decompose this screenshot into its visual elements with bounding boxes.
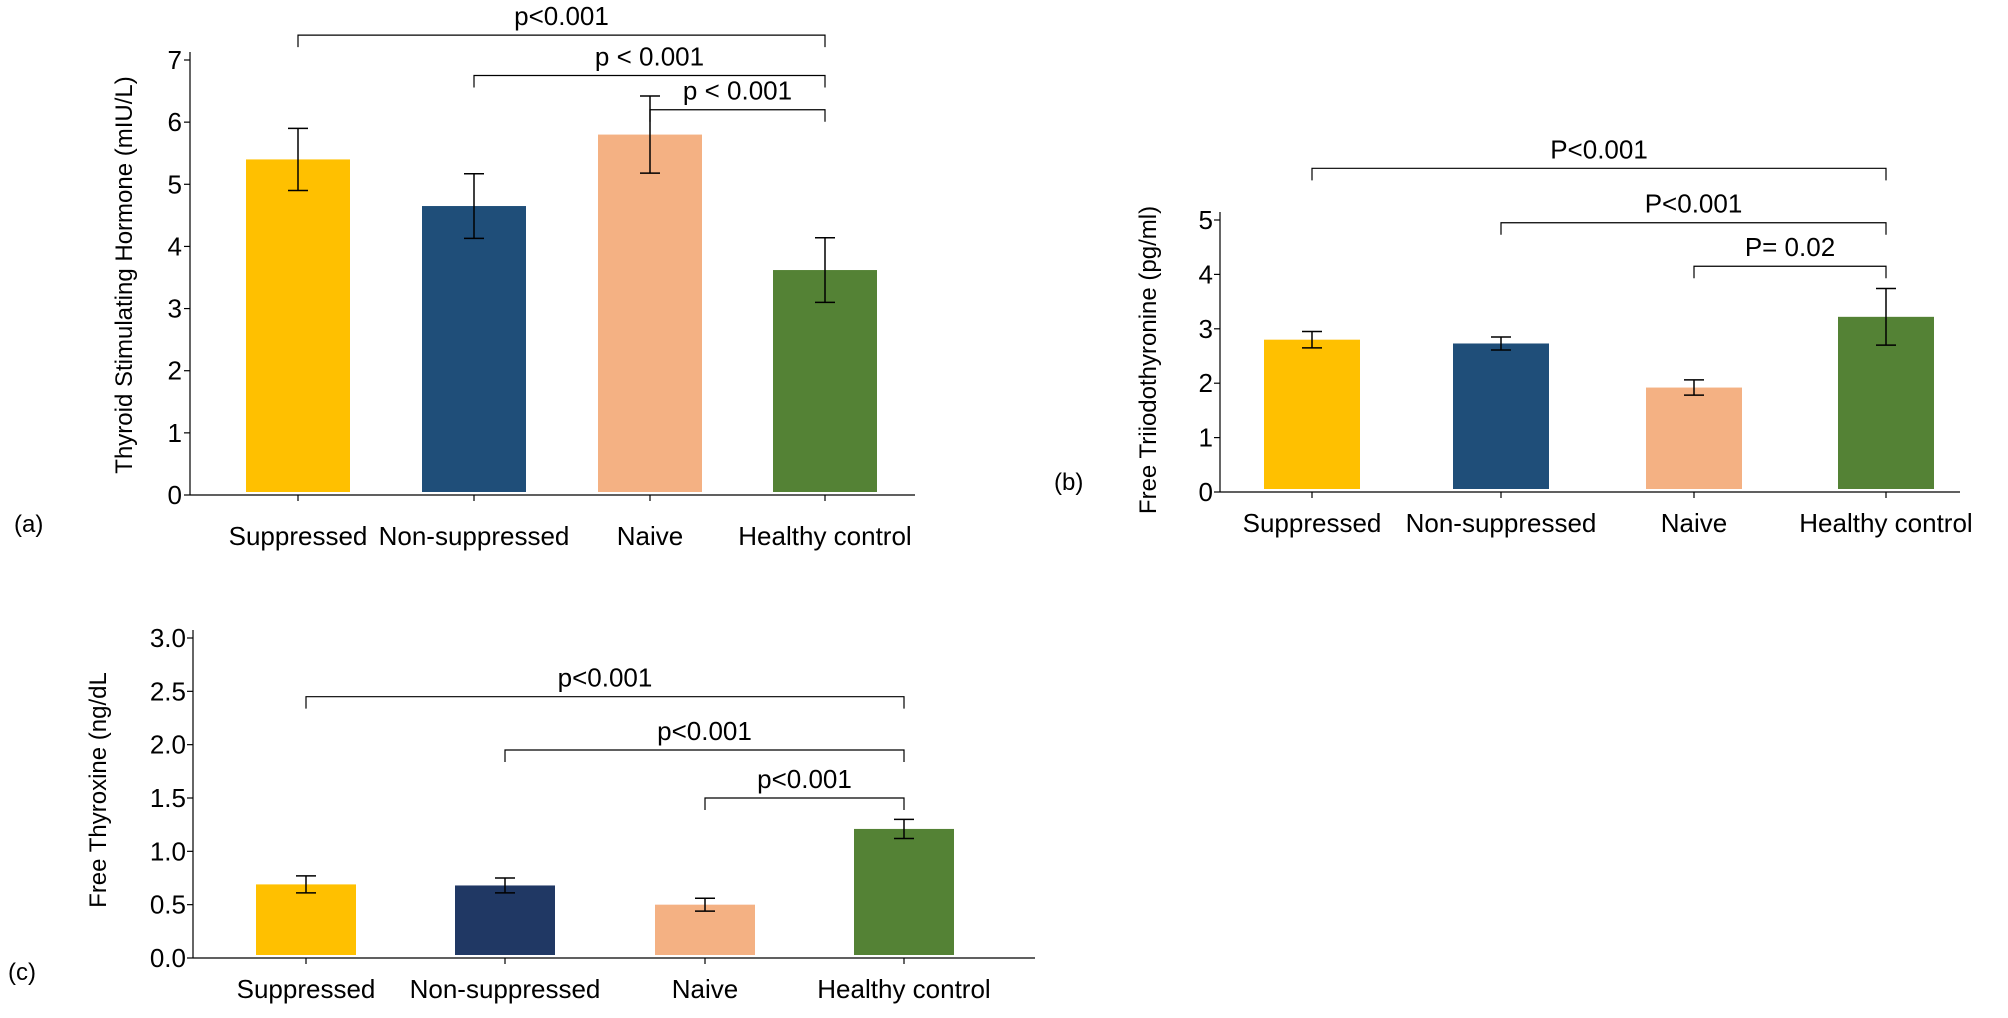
panel-tag: (a) bbox=[14, 511, 43, 538]
y-tick-label: 3 bbox=[1199, 314, 1213, 344]
panel-tag: (c) bbox=[8, 959, 36, 986]
significance-bracket bbox=[297, 34, 826, 48]
significance-bracket bbox=[1311, 167, 1887, 181]
y-tick-label: 1.0 bbox=[150, 836, 186, 866]
y-tick-label: 0 bbox=[168, 480, 182, 510]
significance-bracket bbox=[1693, 265, 1887, 279]
y-tick-label: 5 bbox=[168, 169, 182, 199]
y-tick-label: 2.0 bbox=[150, 730, 186, 760]
significance-label: P<0.001 bbox=[1645, 189, 1743, 219]
x-category-label: Suppressed bbox=[229, 521, 368, 551]
y-tick-label: 3.0 bbox=[150, 623, 186, 653]
significance-bracket bbox=[704, 797, 905, 810]
y-tick-label: 2 bbox=[168, 356, 182, 386]
significance-label: P<0.001 bbox=[1550, 134, 1648, 164]
x-category-label: Non-suppressed bbox=[1406, 508, 1597, 538]
y-tick-label: 4 bbox=[168, 231, 182, 261]
significance-bracket bbox=[305, 696, 905, 709]
y-tick-label: 1 bbox=[168, 418, 182, 448]
x-category-label: Suppressed bbox=[1243, 508, 1382, 538]
significance-bracket bbox=[1500, 222, 1887, 235]
x-category-label: Healthy control bbox=[738, 521, 911, 551]
x-category-label: Naive bbox=[672, 974, 738, 1004]
bar-healthy-control bbox=[854, 828, 954, 955]
y-tick-label: 1 bbox=[1199, 423, 1213, 453]
bar-non-suppressed bbox=[1453, 343, 1549, 489]
significance-label: p<0.001 bbox=[757, 764, 852, 794]
chart-panel-c: (c) Free Thyroxine (ng/dL 0.0 0.5 1.0 1.5 2.0 2… bbox=[8, 623, 1035, 1004]
y-tick-label: 0.5 bbox=[150, 890, 186, 920]
y-tick-label: 4 bbox=[1199, 259, 1213, 289]
panel-tag: (b) bbox=[1054, 469, 1083, 496]
x-category-label: Healthy control bbox=[817, 974, 990, 1004]
y-tick-label: 2.5 bbox=[150, 676, 186, 706]
y-tick-label: 1.5 bbox=[150, 783, 186, 813]
y-axis-title: Free Triiodothyronine (pg/ml) bbox=[1135, 206, 1162, 514]
y-tick-label: 2 bbox=[1199, 368, 1213, 398]
y-tick-label: 0.0 bbox=[150, 943, 186, 973]
significance-label: p < 0.001 bbox=[595, 42, 704, 72]
significance-label: P= 0.02 bbox=[1745, 232, 1835, 262]
chart-panel-b: (b) Free Triiodothyronine (pg/ml) 0 1 2 3 4 5 Su… bbox=[1054, 134, 1973, 538]
chart-panel-a: (a) Thyroid Stimulating Hormone (mIU/L) 0 1… bbox=[14, 1, 915, 551]
bar-naive bbox=[598, 134, 702, 493]
x-category-label: Suppressed bbox=[237, 974, 376, 1004]
bar-suppressed bbox=[256, 884, 356, 955]
y-tick-label: 6 bbox=[168, 107, 182, 137]
x-category-label: Naive bbox=[617, 521, 683, 551]
bar-healthy-control bbox=[773, 270, 877, 492]
significance-bracket bbox=[504, 749, 905, 762]
significance-label: p<0.001 bbox=[657, 716, 752, 746]
significance-bracket bbox=[649, 109, 826, 122]
y-tick-label: 0 bbox=[1199, 477, 1213, 507]
bar-suppressed bbox=[246, 159, 350, 492]
y-axis-title: Free Thyroxine (ng/dL bbox=[85, 672, 112, 908]
bar-non-suppressed bbox=[455, 885, 555, 955]
significance-label: p<0.001 bbox=[514, 1, 609, 31]
x-category-label: Non-suppressed bbox=[379, 521, 570, 551]
significance-label: p<0.001 bbox=[558, 663, 653, 693]
y-tick-label: 3 bbox=[168, 294, 182, 324]
bar-naive bbox=[655, 904, 755, 955]
x-category-label: Naive bbox=[1661, 508, 1727, 538]
x-category-label: Healthy control bbox=[1799, 508, 1972, 538]
y-tick-label: 5 bbox=[1199, 205, 1213, 235]
significance-bracket bbox=[473, 74, 826, 88]
bar-naive bbox=[1646, 387, 1742, 489]
y-axis-title: Thyroid Stimulating Hormone (mIU/L) bbox=[111, 76, 138, 473]
y-tick-label: 7 bbox=[168, 45, 182, 75]
bar-non-suppressed bbox=[422, 206, 526, 493]
bar-suppressed bbox=[1264, 339, 1360, 489]
significance-label: p < 0.001 bbox=[683, 76, 792, 106]
x-category-label: Non-suppressed bbox=[410, 974, 601, 1004]
